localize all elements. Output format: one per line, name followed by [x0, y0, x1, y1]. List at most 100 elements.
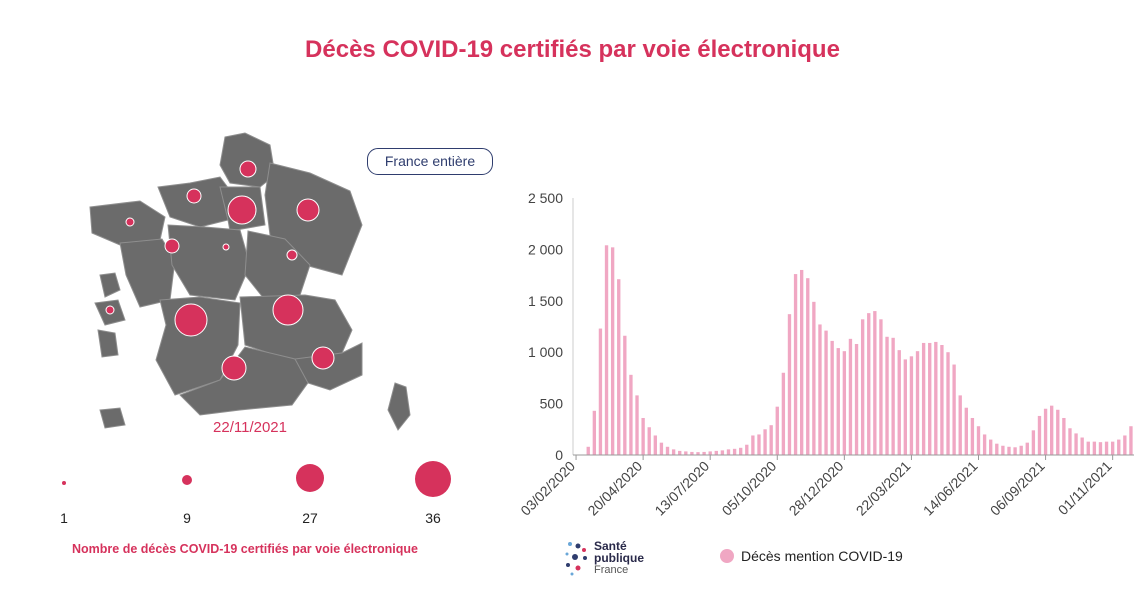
bar[interactable] — [970, 417, 975, 455]
bar[interactable] — [726, 449, 731, 455]
bar[interactable] — [891, 337, 895, 455]
bar[interactable] — [848, 338, 853, 455]
bar[interactable] — [995, 443, 999, 455]
bubble-size-legend — [62, 461, 451, 497]
bar[interactable] — [1019, 445, 1023, 455]
bar[interactable] — [690, 451, 694, 455]
bar[interactable] — [763, 429, 767, 455]
bar[interactable] — [958, 395, 962, 455]
bar[interactable] — [1043, 408, 1048, 455]
bar[interactable] — [1068, 428, 1072, 455]
bar[interactable] — [1062, 417, 1066, 455]
bar[interactable] — [592, 410, 597, 455]
bar[interactable] — [928, 342, 932, 455]
bar[interactable] — [610, 247, 615, 455]
bar[interactable] — [745, 444, 749, 455]
bar[interactable] — [653, 435, 657, 455]
bar[interactable] — [879, 319, 883, 455]
bar[interactable] — [818, 324, 822, 455]
bar[interactable] — [867, 313, 871, 455]
bar[interactable] — [708, 451, 712, 455]
bar[interactable] — [1092, 441, 1097, 455]
bar[interactable] — [1117, 439, 1121, 455]
bar[interactable] — [982, 434, 987, 455]
bar[interactable] — [775, 406, 779, 455]
bar[interactable] — [659, 442, 664, 455]
bar[interactable] — [623, 335, 627, 455]
bar[interactable] — [1007, 446, 1011, 455]
series-legend[interactable]: Décès mention COVID-19 — [720, 548, 903, 564]
bar[interactable] — [854, 343, 859, 455]
bar[interactable] — [934, 341, 938, 455]
bar[interactable] — [1110, 441, 1115, 455]
bar[interactable] — [617, 279, 621, 455]
bar[interactable] — [812, 301, 816, 455]
bubble — [221, 355, 247, 381]
bar[interactable] — [964, 407, 968, 455]
x-tick-label: 28/12/2020 — [786, 458, 847, 519]
bar[interactable] — [860, 319, 865, 455]
bar[interactable] — [842, 351, 847, 455]
bar[interactable] — [739, 447, 743, 455]
bar[interactable] — [885, 336, 889, 455]
deaths-bar-chart[interactable]: 0 500 1 000 1 500 2 000 2 500 03/02/2020 20/04… — [500, 180, 1145, 540]
france-map[interactable] — [80, 125, 440, 435]
bar[interactable] — [799, 269, 804, 455]
bar[interactable] — [665, 446, 670, 455]
bar[interactable] — [641, 417, 645, 455]
bar[interactable] — [678, 450, 682, 455]
bar[interactable] — [1104, 441, 1109, 455]
bar[interactable] — [604, 245, 609, 455]
bar[interactable] — [586, 446, 590, 455]
bar[interactable] — [732, 448, 737, 455]
bar[interactable] — [714, 450, 718, 455]
bar[interactable] — [824, 330, 828, 455]
region-corse — [387, 382, 411, 431]
bar[interactable] — [1031, 430, 1036, 455]
bar[interactable] — [1001, 445, 1005, 455]
region-guadeloupe — [99, 272, 121, 298]
bar[interactable] — [1025, 442, 1029, 455]
bar[interactable] — [1080, 437, 1084, 455]
bar[interactable] — [757, 434, 761, 455]
bar[interactable] — [915, 351, 920, 455]
bar[interactable] — [1098, 442, 1103, 455]
bar[interactable] — [952, 364, 956, 455]
bar[interactable] — [598, 328, 603, 455]
bar[interactable] — [1123, 435, 1127, 455]
bar[interactable] — [873, 311, 877, 455]
bar[interactable] — [751, 435, 755, 455]
bar[interactable] — [720, 450, 725, 455]
y-tick-label: 0 — [555, 447, 563, 463]
bar[interactable] — [836, 348, 840, 455]
bar[interactable] — [1129, 426, 1133, 455]
bar[interactable] — [696, 452, 700, 455]
bar[interactable] — [946, 352, 950, 455]
bar[interactable] — [684, 451, 688, 455]
bar[interactable] — [1074, 433, 1078, 455]
bar[interactable] — [629, 374, 633, 455]
bar[interactable] — [647, 427, 651, 455]
bar[interactable] — [702, 451, 706, 455]
bar[interactable] — [1037, 415, 1042, 455]
bar[interactable] — [781, 372, 786, 455]
france-entiere-button[interactable]: France entière — [367, 148, 493, 175]
bar[interactable] — [635, 395, 639, 455]
bar[interactable] — [940, 345, 944, 455]
bar[interactable] — [903, 359, 907, 455]
bar[interactable] — [976, 426, 981, 455]
bar[interactable] — [897, 350, 901, 455]
bar[interactable] — [769, 425, 773, 455]
bar[interactable] — [1086, 441, 1090, 455]
bar[interactable] — [806, 278, 810, 455]
bar[interactable] — [921, 342, 926, 455]
bar[interactable] — [1013, 447, 1017, 455]
bar[interactable] — [793, 274, 798, 455]
bar[interactable] — [671, 449, 676, 455]
bar[interactable] — [830, 340, 834, 455]
bar[interactable] — [909, 356, 914, 455]
bar[interactable] — [1050, 405, 1054, 455]
bar[interactable] — [1056, 409, 1060, 455]
bar[interactable] — [787, 314, 792, 455]
bar[interactable] — [989, 439, 993, 455]
